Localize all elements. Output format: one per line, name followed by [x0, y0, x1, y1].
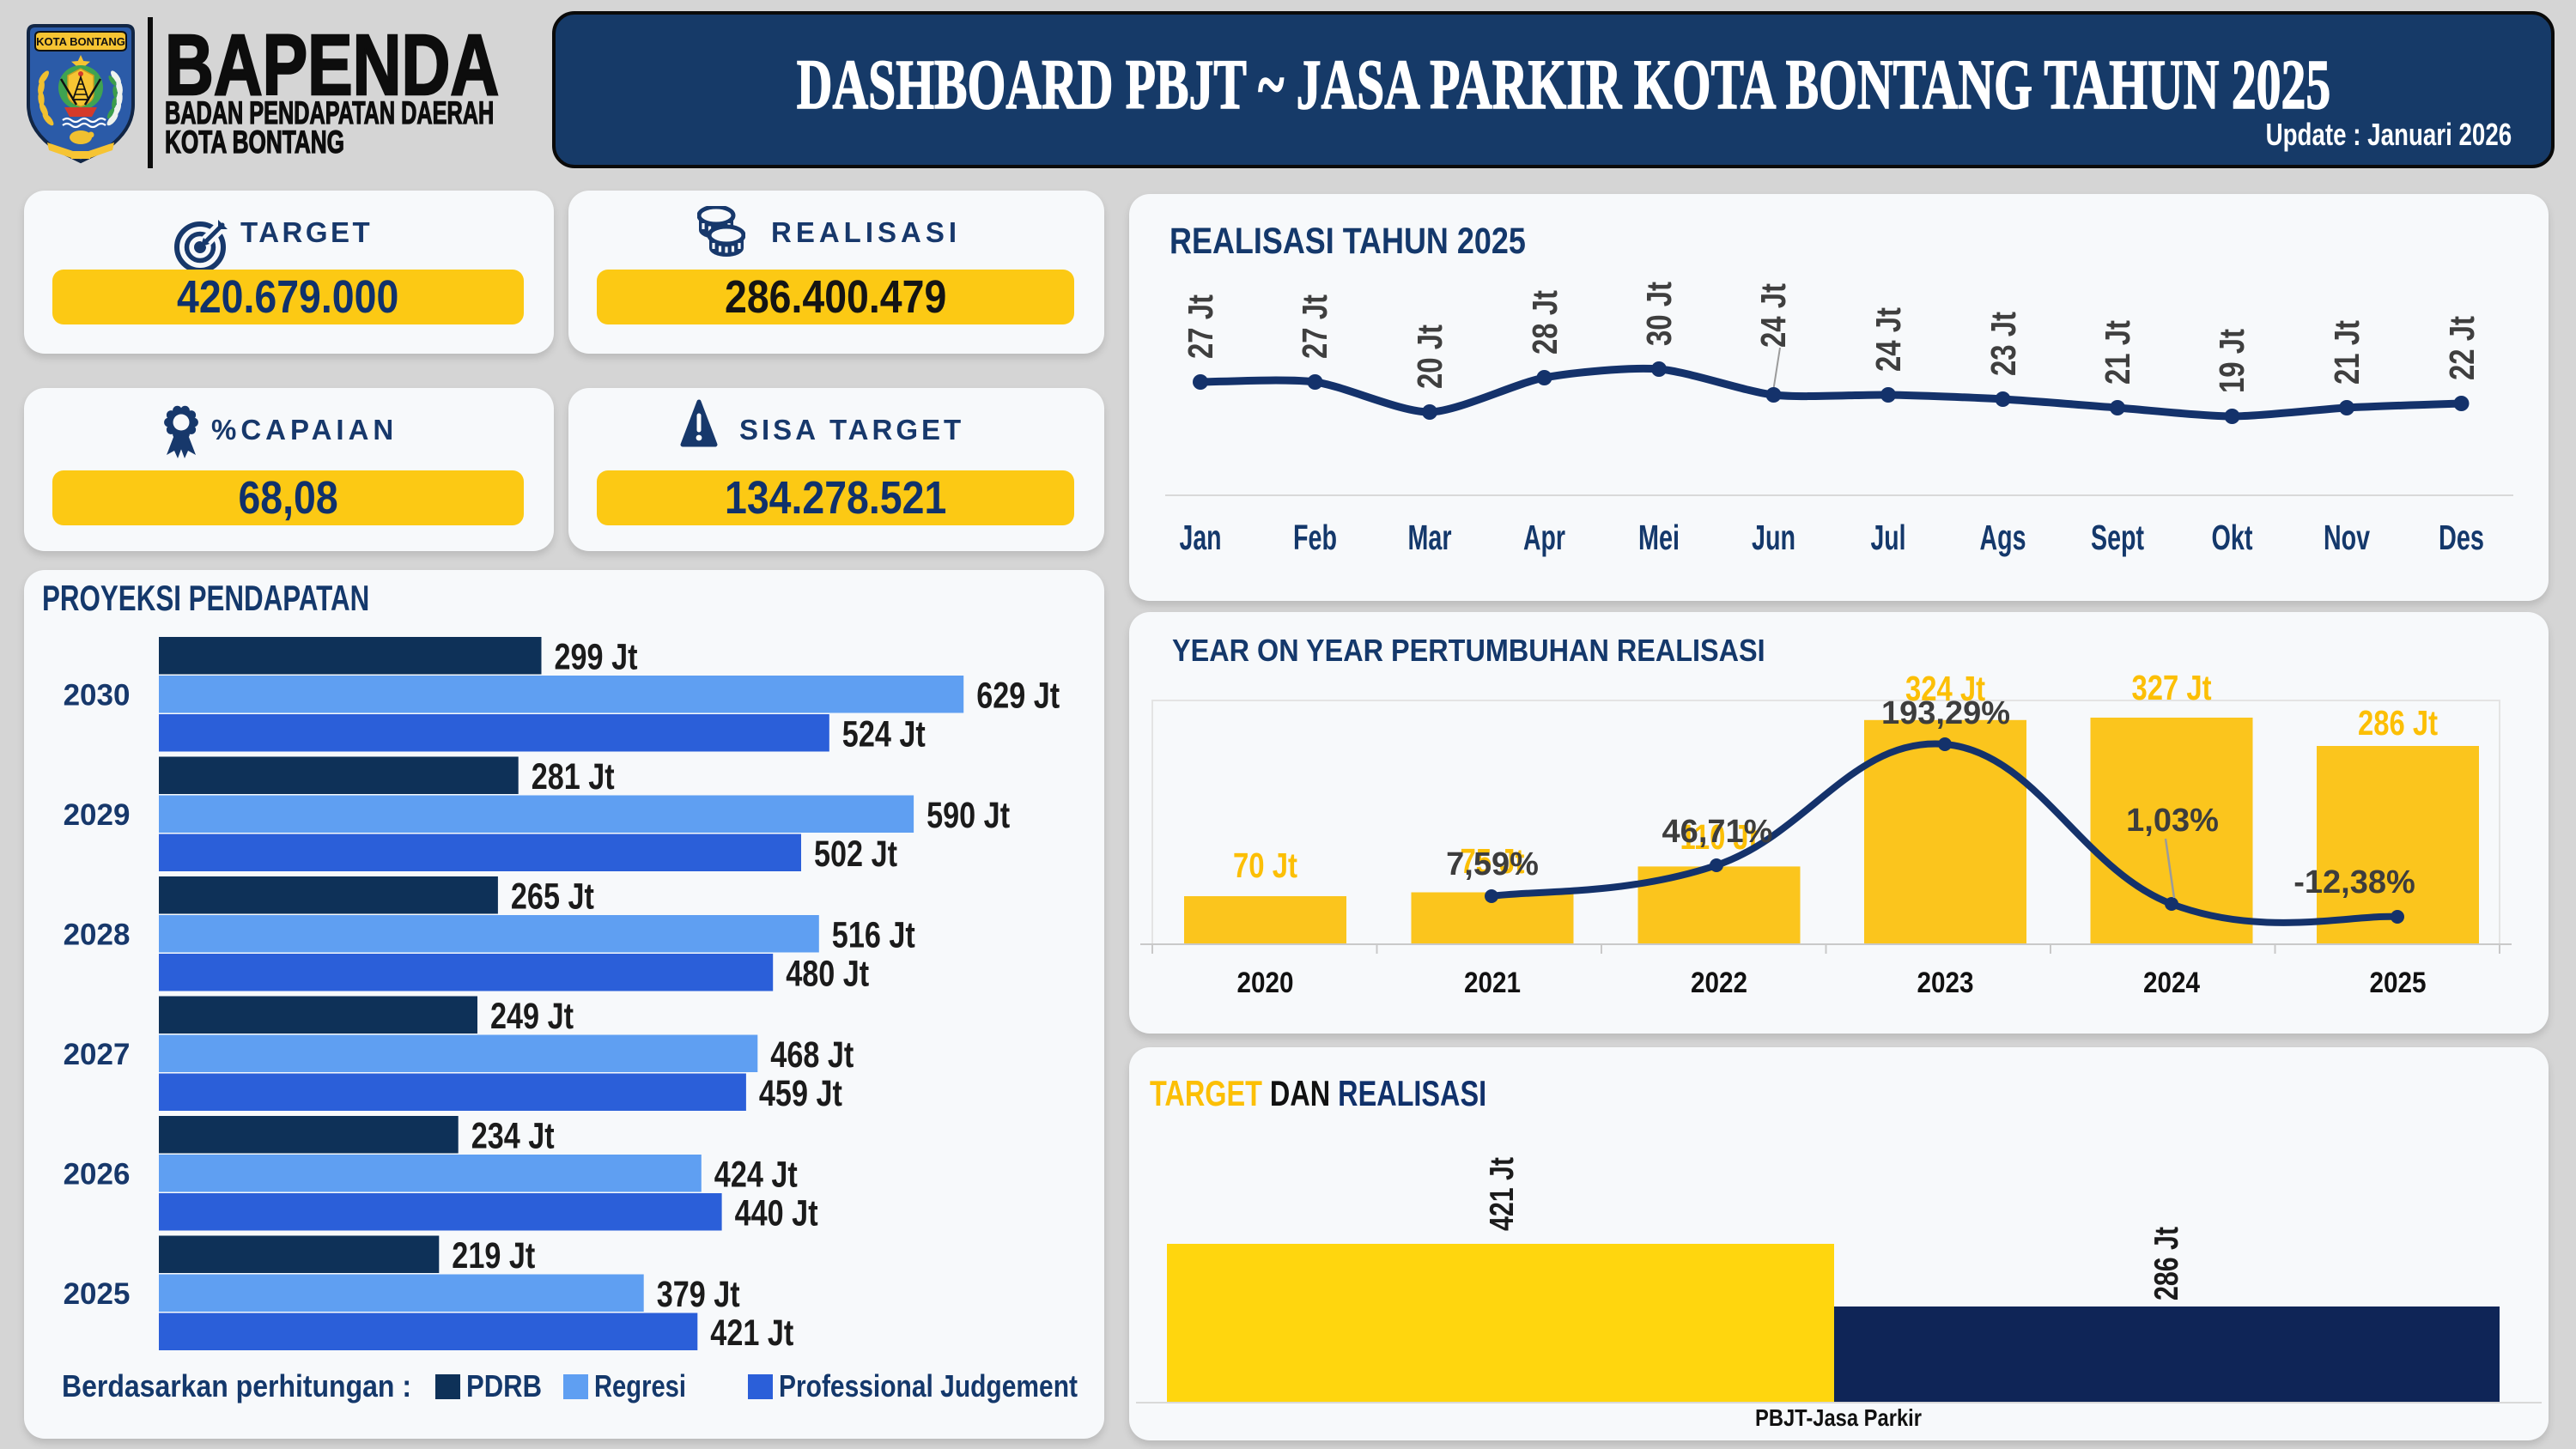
svg-text:193,29%: 193,29%: [1881, 695, 2010, 731]
svg-text:459 Jt: 459 Jt: [759, 1073, 842, 1114]
svg-text:281 Jt: 281 Jt: [532, 756, 615, 797]
svg-text:2020: 2020: [1237, 967, 1294, 999]
svg-text:75 Jt: 75 Jt: [1461, 841, 1525, 881]
svg-text:2029: 2029: [64, 798, 131, 832]
svg-text:324 Jt: 324 Jt: [1905, 669, 1985, 708]
svg-text:219 Jt: 219 Jt: [452, 1235, 535, 1276]
svg-text:2027: 2027: [64, 1038, 131, 1071]
svg-text:Sept: Sept: [2091, 518, 2144, 557]
svg-text:327 Jt: 327 Jt: [2132, 668, 2212, 707]
svg-text:Ags: Ags: [1980, 518, 2026, 557]
svg-text:590 Jt: 590 Jt: [927, 795, 1010, 836]
svg-text:286 Jt: 286 Jt: [2148, 1227, 2185, 1300]
svg-text:-12,38%: -12,38%: [2293, 864, 2415, 900]
svg-text:2028: 2028: [64, 919, 131, 952]
svg-text:286 Jt: 286 Jt: [2358, 703, 2438, 743]
svg-text:Apr: Apr: [1523, 518, 1565, 557]
svg-text:46,71%: 46,71%: [1662, 814, 1773, 850]
svg-text:424 Jt: 424 Jt: [714, 1155, 798, 1196]
svg-text:Professional Judgement: Professional Judgement: [779, 1368, 1078, 1404]
svg-text:Feb: Feb: [1293, 518, 1337, 557]
svg-text:30 Jt: 30 Jt: [1639, 282, 1679, 346]
svg-text:Nov: Nov: [2324, 518, 2370, 557]
svg-text:23 Jt: 23 Jt: [1984, 312, 2023, 376]
svg-text:Jul: Jul: [1871, 518, 1906, 557]
svg-text:629 Jt: 629 Jt: [976, 676, 1060, 717]
svg-text:2025: 2025: [64, 1277, 131, 1311]
svg-text:516 Jt: 516 Jt: [832, 915, 915, 956]
svg-text:502 Jt: 502 Jt: [814, 834, 897, 875]
svg-text:468 Jt: 468 Jt: [770, 1034, 854, 1076]
svg-text:Jan: Jan: [1180, 518, 1222, 557]
svg-text:421 Jt: 421 Jt: [1484, 1157, 1521, 1231]
svg-text:24 Jt: 24 Jt: [1868, 307, 1908, 372]
svg-text:2022: 2022: [1691, 967, 1747, 999]
svg-text:19 Jt: 19 Jt: [2212, 329, 2251, 393]
svg-text:249 Jt: 249 Jt: [490, 996, 574, 1037]
svg-text:421 Jt: 421 Jt: [710, 1313, 793, 1354]
svg-text:Okt: Okt: [2212, 518, 2253, 557]
svg-text:299 Jt: 299 Jt: [555, 637, 638, 678]
svg-text:2030: 2030: [64, 679, 131, 712]
svg-text:Berdasarkan perhitungan :: Berdasarkan perhitungan :: [62, 1368, 411, 1404]
svg-text:2025: 2025: [2370, 967, 2427, 999]
svg-text:27 Jt: 27 Jt: [1295, 294, 1334, 359]
svg-text:20 Jt: 20 Jt: [1410, 324, 1449, 389]
svg-text:2021: 2021: [1464, 967, 1521, 999]
svg-text:Mar: Mar: [1408, 518, 1452, 557]
svg-text:2024: 2024: [2143, 967, 2200, 999]
svg-text:KOTA BONTANG: KOTA BONTANG: [36, 35, 125, 48]
svg-text:22 Jt: 22 Jt: [2442, 316, 2482, 380]
svg-text:21 Jt: 21 Jt: [2327, 320, 2366, 385]
svg-text:480 Jt: 480 Jt: [786, 954, 869, 995]
svg-text:Jun: Jun: [1752, 518, 1795, 557]
svg-text:440 Jt: 440 Jt: [735, 1193, 818, 1234]
svg-text:27 Jt: 27 Jt: [1181, 294, 1220, 359]
svg-text:379 Jt: 379 Jt: [657, 1274, 740, 1315]
svg-text:2023: 2023: [1917, 967, 1974, 999]
svg-text:70 Jt: 70 Jt: [1233, 846, 1297, 885]
svg-text:28 Jt: 28 Jt: [1525, 290, 1564, 355]
svg-text:234 Jt: 234 Jt: [471, 1116, 555, 1157]
svg-text:Regresi: Regresi: [594, 1368, 686, 1404]
svg-text:PDRB: PDRB: [466, 1368, 542, 1404]
svg-text:265 Jt: 265 Jt: [511, 876, 594, 918]
svg-text:Mei: Mei: [1638, 518, 1680, 557]
svg-text:524 Jt: 524 Jt: [842, 714, 926, 755]
svg-text:PBJT-Jasa Parkir: PBJT-Jasa Parkir: [1755, 1404, 1922, 1431]
svg-text:24 Jt: 24 Jt: [1753, 283, 1793, 348]
svg-text:2026: 2026: [64, 1158, 131, 1191]
svg-text:1,03%: 1,03%: [2126, 803, 2219, 839]
svg-text:21 Jt: 21 Jt: [2098, 320, 2137, 385]
svg-text:Des: Des: [2439, 518, 2484, 557]
svg-text:7,59%: 7,59%: [1446, 846, 1539, 882]
